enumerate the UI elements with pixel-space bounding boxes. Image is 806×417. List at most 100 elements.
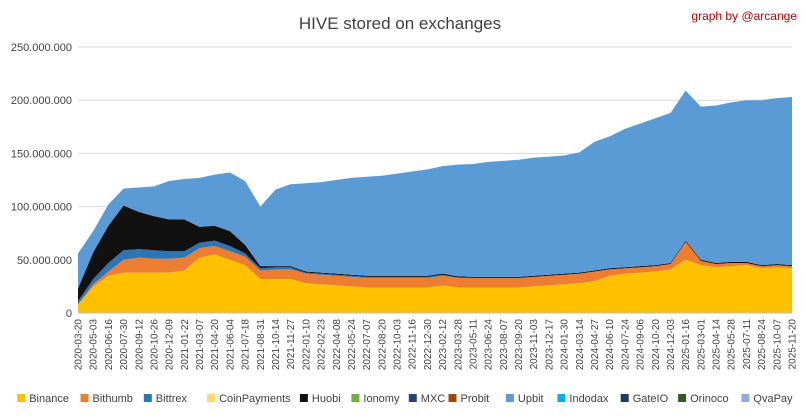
legend-item-binance: Binance — [17, 393, 69, 405]
legend-label: QvaPay — [753, 393, 793, 405]
legend-label: Bittrex — [156, 393, 188, 405]
legend-swatch — [143, 394, 152, 402]
y-tick-label: 100.000.000 — [11, 202, 72, 214]
legend-swatch — [557, 394, 566, 402]
legend-item-probit: Probit — [448, 393, 490, 405]
y-tick-label: 0 — [66, 308, 72, 320]
legend-label: Probit — [461, 393, 490, 405]
x-tick-label: 2020-03-20 — [74, 319, 85, 371]
legend-swatch — [17, 394, 26, 402]
x-tick-label: 2022-08-20 — [377, 319, 388, 371]
legend-label: Huobi — [312, 393, 341, 405]
legend-label: CoinPayments — [219, 393, 291, 405]
chart-title: HIVE stored on exchanges — [299, 14, 501, 33]
x-tick-label: 2025-08-24 — [757, 319, 768, 371]
legend-item-gateio: GateIO — [620, 393, 669, 405]
x-tick-label: 2024-12-03 — [666, 319, 677, 371]
x-tick-label: 2021-04-20 — [210, 319, 221, 371]
y-tick-label: 50.000.000 — [17, 255, 72, 267]
legend-swatch — [448, 394, 457, 402]
legend-label: Indodax — [569, 393, 609, 405]
x-tick-label: 2023-12-17 — [544, 319, 555, 371]
x-tick-label: 2021-07-18 — [241, 319, 252, 371]
legend-swatch — [620, 394, 629, 402]
legend-label: Bithumb — [93, 393, 133, 405]
legend-swatch — [505, 394, 514, 402]
legend: Binance Bithumb Bittrex CoinPayments Huobi Io… — [17, 393, 793, 405]
legend-item-coinpayments: CoinPayments — [207, 393, 291, 405]
x-tick-label: 2020-05-03 — [89, 319, 100, 371]
x-tick-label: 2020-06-16 — [104, 319, 115, 371]
legend-label: GateIO — [633, 393, 669, 405]
x-tick-label: 2023-09-20 — [514, 319, 525, 371]
x-tick-label: 2023-02-12 — [438, 319, 449, 371]
legend-item-orinoco: Orinoco — [678, 393, 729, 405]
legend-item-ionomy: Ionomy — [351, 393, 400, 405]
x-tick-label: 2021-10-14 — [271, 319, 282, 371]
chart-credit: graph by @arcange — [691, 9, 797, 23]
series-area-upbit — [78, 90, 792, 289]
y-tick-label: 250.000.000 — [11, 42, 72, 54]
series-area-huobi — [78, 205, 792, 302]
legend-label: Ionomy — [363, 393, 400, 405]
legend-label: Binance — [29, 393, 69, 405]
x-tick-label: 2025-07-11 — [742, 319, 753, 370]
legend-item-bittrex: Bittrex — [143, 393, 188, 405]
x-tick-label: 2025-10-07 — [772, 319, 783, 371]
legend-item-mxc: MXC — [408, 393, 446, 405]
x-tick-label: 2024-01-30 — [560, 319, 571, 371]
plot-area — [78, 90, 792, 313]
series-area-binance — [78, 254, 792, 313]
x-tick-label: 2022-04-08 — [332, 319, 343, 371]
x-tick-label: 2022-11-16 — [408, 319, 419, 370]
legend-swatch — [678, 394, 687, 402]
x-tick-label: 2025-05-28 — [727, 319, 738, 371]
x-tick-label: 2025-04-14 — [712, 319, 723, 371]
x-tick-label: 2023-11-03 — [529, 319, 540, 370]
x-tick-label: 2022-07-07 — [362, 319, 373, 371]
x-tick-label: 2022-02-23 — [317, 319, 328, 371]
x-tick-label: 2020-10-26 — [149, 319, 160, 371]
legend-item-qvapay: QvaPay — [741, 393, 793, 405]
x-tick-label: 2021-06-04 — [225, 319, 236, 371]
x-tick-label: 2024-07-24 — [620, 319, 631, 371]
x-tick-label: 2020-09-12 — [134, 319, 145, 371]
x-tick-label: 2024-09-06 — [636, 319, 647, 371]
x-tick-label: 2021-08-31 — [256, 319, 267, 371]
legend-item-bithumb: Bithumb — [80, 393, 133, 405]
legend-item-upbit: Upbit — [505, 393, 544, 405]
legend-swatch — [351, 394, 360, 402]
legend-swatch — [299, 394, 308, 402]
legend-label: Orinoco — [690, 393, 729, 405]
x-tick-label: 2025-03-01 — [696, 319, 707, 371]
x-tick-label: 2021-03-07 — [195, 319, 206, 371]
legend-label: Upbit — [518, 393, 544, 405]
x-tick-label: 2023-03-28 — [453, 319, 464, 371]
x-tick-label: 2024-03-14 — [575, 319, 586, 371]
x-tick-label: 2024-04-27 — [590, 319, 601, 371]
x-tick-label: 2024-10-20 — [651, 319, 662, 371]
y-tick-label: 200.000.000 — [11, 95, 72, 107]
legend-item-indodax: Indodax — [557, 393, 609, 405]
axes: 0 50.000.000 100.000.000 150.000.000 200.000… — [11, 42, 799, 370]
legend-swatch — [207, 394, 216, 402]
x-tick-label: 2023-06-24 — [484, 319, 495, 371]
x-tick-label: 2022-05-24 — [347, 319, 358, 371]
x-tick-label: 2022-01-10 — [301, 319, 312, 371]
x-tick-label: 2021-11-27 — [286, 319, 297, 370]
x-tick-label: 2022-12-30 — [423, 319, 434, 371]
x-tick-label: 2021-01-22 — [180, 319, 191, 371]
y-tick-label: 150.000.000 — [11, 148, 72, 160]
x-tick-label: 2025-01-16 — [681, 319, 692, 371]
legend-item-huobi: Huobi — [299, 393, 341, 405]
x-tick-label: 2020-07-30 — [119, 319, 130, 371]
x-tick-label: 2024-06-10 — [605, 319, 616, 371]
x-tick-label: 2023-05-11 — [468, 319, 479, 370]
x-tick-label: 2022-10-03 — [393, 319, 404, 371]
legend-swatch — [741, 394, 750, 402]
legend-label: MXC — [421, 393, 446, 405]
legend-swatch — [408, 394, 417, 402]
legend-swatch — [80, 394, 89, 402]
